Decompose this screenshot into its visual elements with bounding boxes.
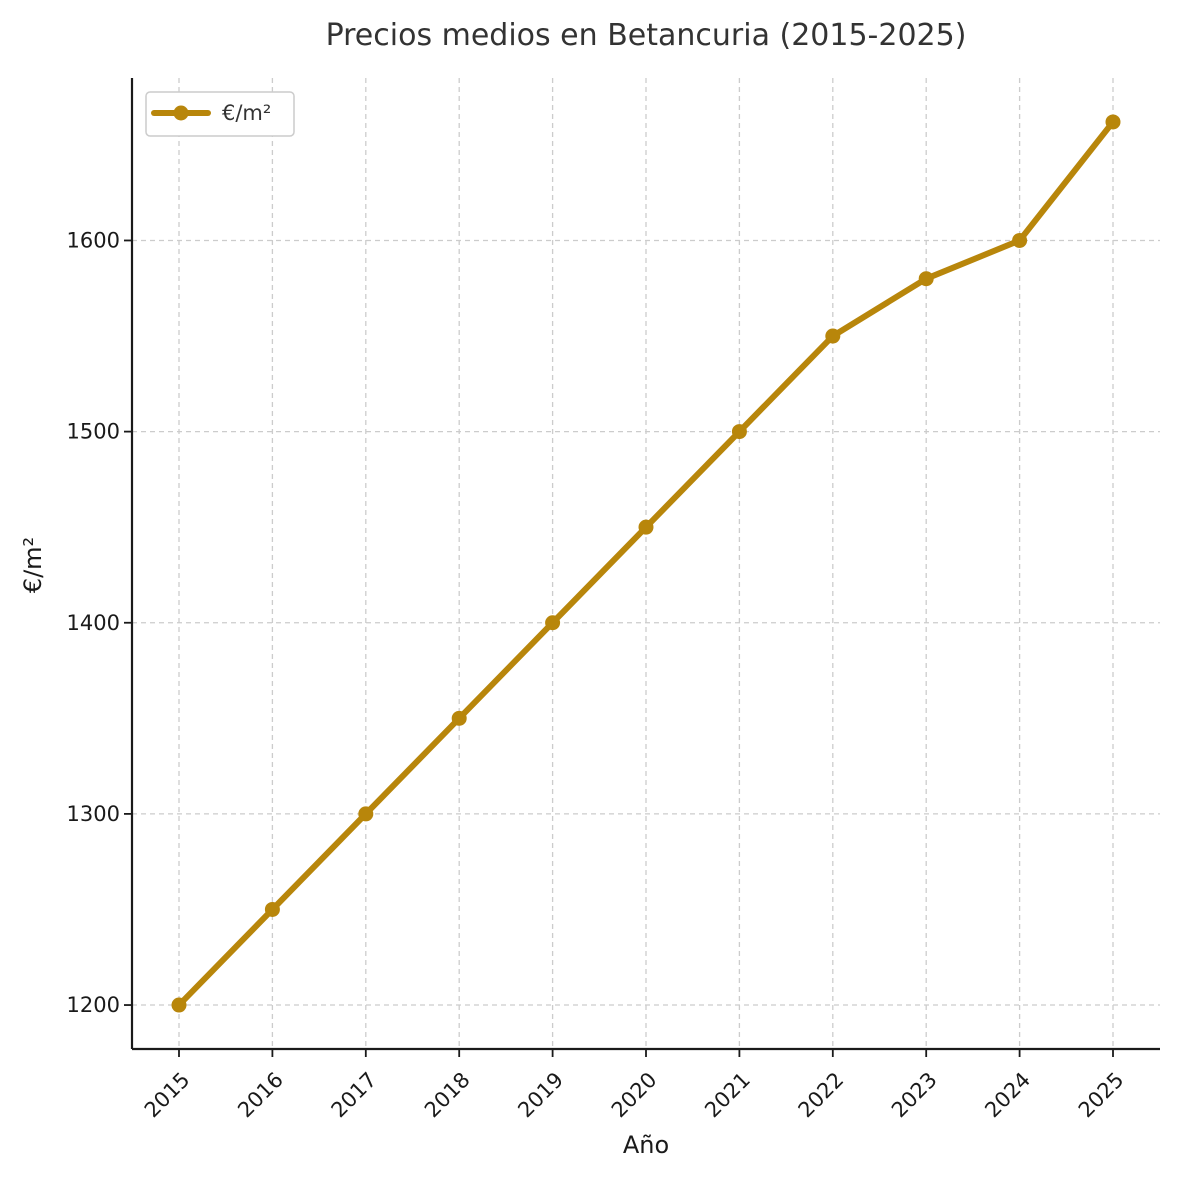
data-point (1012, 232, 1028, 248)
x-axis-label: Año (623, 1131, 669, 1159)
x-tick-label: 2024 (980, 1068, 1035, 1123)
data-point (918, 271, 934, 287)
x-tick-label: 2016 (233, 1068, 288, 1123)
data-point (545, 615, 561, 631)
x-tick-label: 2023 (887, 1068, 942, 1123)
data-point (731, 424, 747, 440)
data-point (1105, 114, 1121, 130)
x-tick-label: 2025 (1074, 1068, 1129, 1123)
y-axis-label: €/m² (19, 537, 47, 593)
x-tick-label: 2020 (607, 1068, 662, 1123)
legend-label: €/m² (222, 101, 271, 125)
x-tick-label: 2019 (513, 1068, 568, 1123)
series-layer (171, 114, 1121, 1013)
x-tick-label: 2022 (794, 1068, 849, 1123)
x-tick-label: 2018 (420, 1068, 475, 1123)
data-point (358, 806, 374, 822)
data-point (825, 328, 841, 344)
x-tick-label: 2017 (327, 1068, 382, 1123)
legend-box (145, 91, 295, 137)
x-tick-label: 2021 (700, 1068, 755, 1123)
data-point (451, 710, 467, 726)
data-point (264, 901, 280, 917)
y-tick-label: 1500 (67, 420, 120, 444)
chart-title: Precios medios en Betancuria (2015-2025) (326, 18, 967, 53)
legend-point-marker (173, 105, 189, 121)
y-tick-label: 1400 (67, 611, 120, 635)
y-tick-label: 1600 (67, 228, 120, 252)
grid-lines (132, 78, 1160, 1049)
x-tick-label: 2015 (140, 1068, 195, 1123)
tick-labels: 2015 2016 2017 2018 2019 2020 2021 2022 2023 2024… (67, 228, 1129, 1122)
data-point (638, 519, 654, 535)
y-tick-label: 1200 (67, 993, 120, 1017)
data-point (171, 997, 187, 1013)
y-tick-label: 1300 (67, 802, 120, 826)
legend: €/m² (145, 91, 295, 137)
